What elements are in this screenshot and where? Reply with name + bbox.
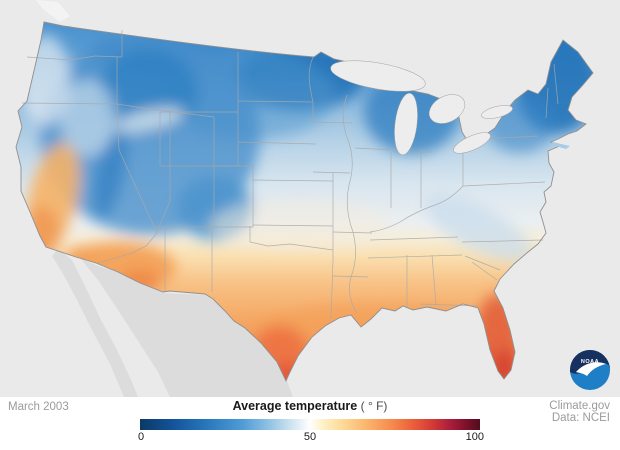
temperature-surface bbox=[16, 22, 593, 381]
lake-erie bbox=[453, 132, 491, 154]
noaa-seagull-icon bbox=[576, 362, 606, 376]
long-island bbox=[552, 142, 570, 149]
noaa-logo-sky bbox=[570, 350, 610, 374]
noaa-logo-text: NOAA bbox=[581, 359, 599, 365]
legend-title-text: Average temperature bbox=[232, 399, 358, 413]
legend-unit: ( ° F) bbox=[360, 399, 388, 413]
credit-source: Climate.gov bbox=[549, 400, 610, 412]
date-label: March 2003 bbox=[8, 401, 69, 413]
legend-colorbar bbox=[140, 419, 480, 430]
lake-ontario bbox=[481, 105, 513, 119]
legend-title: Average temperature ( ° F) bbox=[140, 399, 480, 413]
legend-ticks: 0 50 100 bbox=[138, 431, 484, 445]
credits: Climate.gov Data: NCEI bbox=[549, 400, 610, 424]
mexico-mainland bbox=[80, 258, 293, 397]
map-area: NOAA bbox=[0, 0, 620, 397]
us-outline bbox=[15, 21, 594, 383]
vancouver-island bbox=[36, 0, 70, 22]
noaa-logo: NOAA bbox=[570, 350, 610, 390]
credit-data: Data: NCEI bbox=[551, 412, 610, 424]
lake-huron bbox=[428, 94, 466, 124]
legend-tick-max: 100 bbox=[465, 431, 484, 443]
baja-california bbox=[52, 249, 138, 397]
legend-tick-min: 0 bbox=[138, 431, 145, 443]
great-lakes bbox=[330, 60, 513, 156]
mexico-landmass bbox=[52, 249, 293, 397]
footer: March 2003 Average temperature ( ° F) 0 … bbox=[0, 397, 620, 450]
us-temperature-map: NOAA bbox=[15, 0, 610, 397]
temperature-legend: Average temperature ( ° F) 0 50 100 bbox=[138, 397, 484, 450]
temperature-shading bbox=[20, 22, 593, 381]
legend-tick-mid: 50 bbox=[303, 431, 317, 443]
lake-superior bbox=[330, 60, 426, 92]
state-borders bbox=[21, 30, 559, 319]
lake-michigan bbox=[394, 92, 418, 156]
